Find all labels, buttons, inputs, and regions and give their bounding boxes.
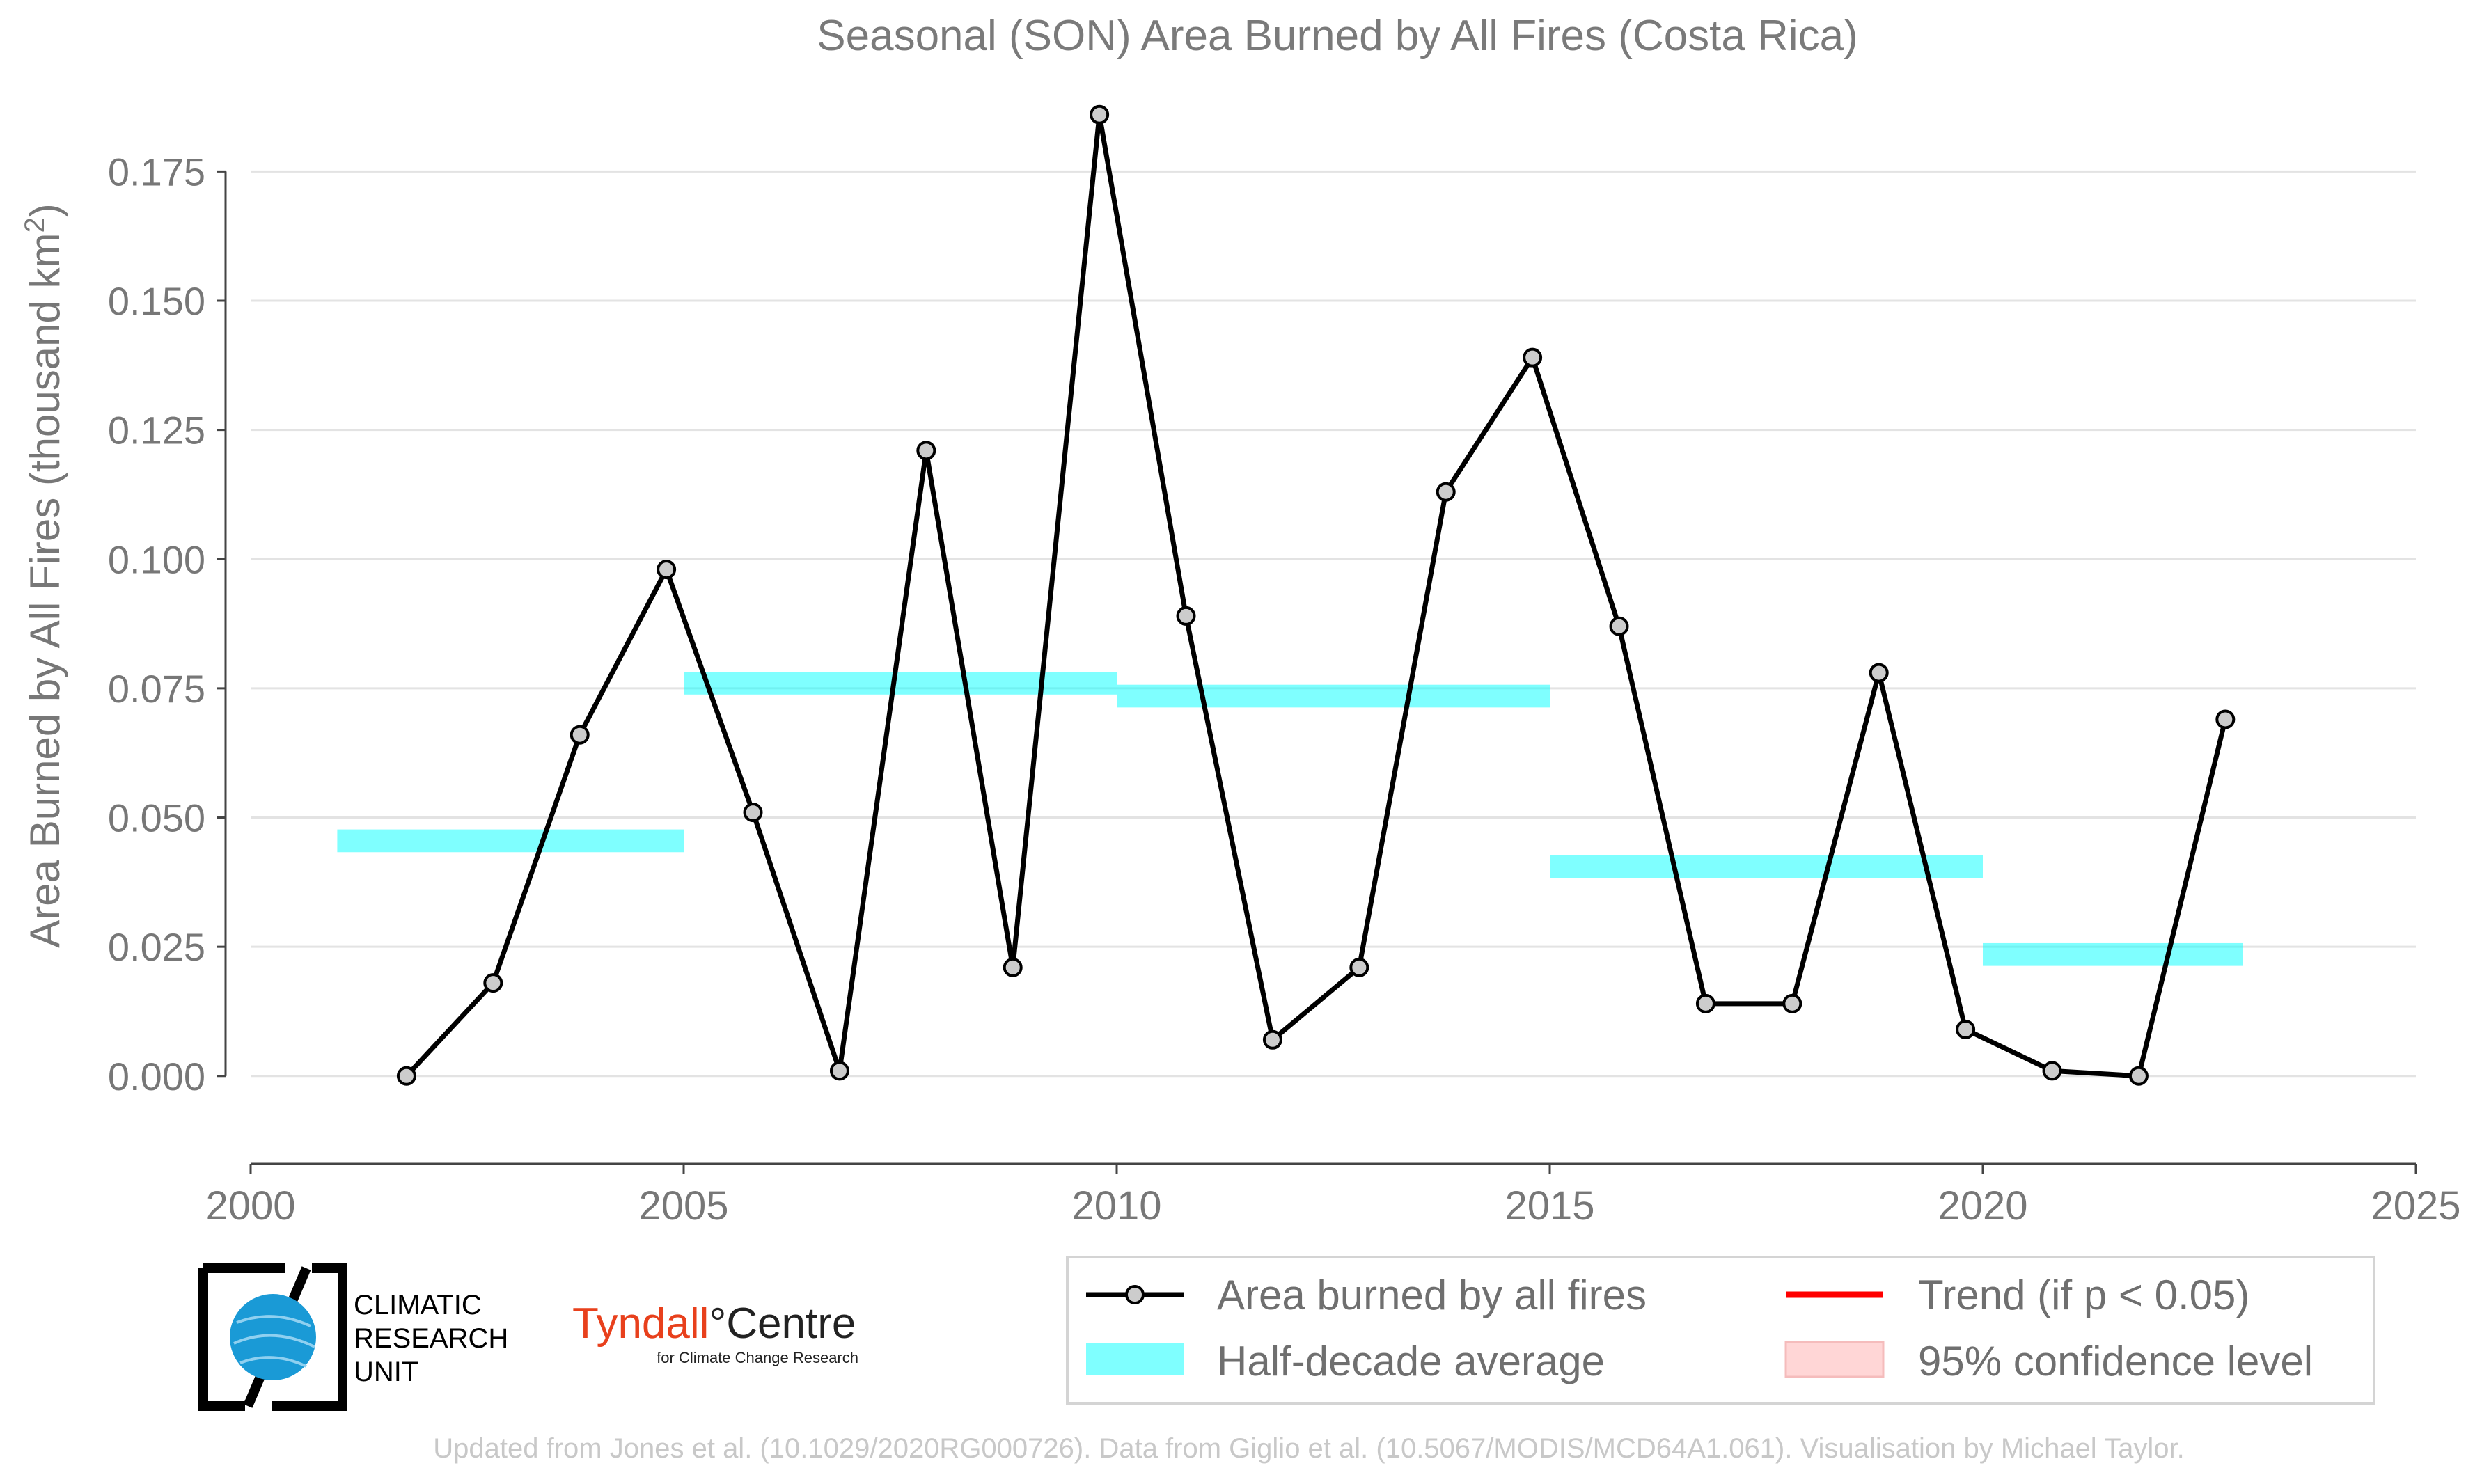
data-point-1 [483, 973, 503, 993]
y-tick-label-7: 0.175 [108, 150, 205, 194]
data-point-12 [1436, 482, 1456, 502]
data-point-9 [1176, 606, 1196, 626]
data-point-7 [1003, 957, 1023, 977]
tick-labels: 0.000 0.025 0.050 0.075 0.100 0.125 0.150 0.175… [108, 150, 2461, 1229]
legend-box [1066, 1256, 2375, 1405]
y-axis-label: Area Burned by All Fires (thousand km2) [19, 203, 68, 947]
y-axis-label-main: Area Burned by All Fires (thousand km [22, 233, 68, 948]
half-decade-band-2 [1117, 684, 1550, 708]
data-point-17 [1869, 663, 1889, 683]
data-point-21 [2215, 709, 2236, 729]
y-tick-label-5: 0.125 [108, 409, 205, 452]
legend-swatch-marker [1125, 1285, 1145, 1304]
x-tick-label-0: 2000 [205, 1183, 295, 1229]
data-point-19 [2042, 1061, 2062, 1081]
chart-title: Seasonal (SON) Area Burned by All Fires … [817, 12, 1857, 60]
y-tick-label-2: 0.050 [108, 796, 205, 840]
tyndall-subtitle: for Climate Change Research [657, 1349, 858, 1366]
data-point-15 [1695, 993, 1715, 1013]
x-tick-label-1: 2005 [638, 1183, 728, 1229]
half-decade-bands [337, 672, 2243, 966]
tyndall-wordmark: Tyndall°Centre [572, 1300, 856, 1348]
legend-swatch-half-decade [1086, 1343, 1184, 1375]
cru-logo: CLIMATIC RESEARCH UNIT [198, 1263, 508, 1411]
x-tick-label-3: 2015 [1505, 1183, 1594, 1229]
axes [217, 170, 2417, 1174]
tyndall-centre: Centre [726, 1300, 856, 1348]
x-tick-label-4: 2020 [1938, 1183, 2027, 1229]
data-point-20 [2128, 1066, 2149, 1086]
data-point-13 [1523, 347, 1543, 368]
y-tick-label-6: 0.150 [108, 279, 205, 323]
half-decade-band-0 [337, 829, 684, 853]
series-line-area-burned [404, 112, 2228, 1079]
data-point-8 [1090, 104, 1110, 125]
x-tick-label-2: 2010 [1071, 1183, 1161, 1229]
legend-swatch-confidence [1784, 1341, 1885, 1378]
tyndall-logo: Tyndall°Centre for Climate Change Resear… [572, 1300, 858, 1366]
legend-label-trend: Trend (if p < 0.05) [1918, 1272, 2249, 1318]
data-point-2 [570, 725, 590, 745]
data-point-16 [1782, 993, 1802, 1013]
series-area-burned [396, 104, 2236, 1086]
cru-logo-frame [198, 1263, 347, 1411]
legend: Area burned by all fires Trend (if p < 0… [1066, 1256, 2375, 1405]
half-decade-band-1 [684, 672, 1117, 695]
data-point-5 [829, 1061, 849, 1081]
half-decade-band-4 [1983, 942, 2243, 966]
gridlines [251, 170, 2416, 1078]
legend-label-area-burned: Area burned by all fires [1217, 1272, 1647, 1318]
x-tick-label-5: 2025 [2371, 1183, 2460, 1229]
tyndall-degree: ° [709, 1300, 726, 1348]
y-axis-label-superscript: 2 [19, 217, 50, 232]
credit-line: Updated from Jones et al. (10.1029/2020R… [433, 1433, 2184, 1464]
data-point-10 [1262, 1029, 1282, 1050]
cru-line-3: UNIT [354, 1357, 418, 1387]
globe-wave-2 [233, 1334, 315, 1348]
legend-label-half-decade: Half-decade average [1217, 1338, 1605, 1384]
y-tick-label-1: 0.025 [108, 925, 205, 969]
data-point-0 [396, 1066, 416, 1086]
globe-icon [230, 1294, 316, 1380]
data-point-4 [743, 803, 763, 823]
data-point-18 [1956, 1019, 1976, 1039]
data-point-11 [1349, 957, 1369, 977]
data-point-6 [916, 441, 936, 461]
globe-wave-1 [236, 1315, 311, 1327]
y-tick-label-0: 0.000 [108, 1055, 205, 1098]
y-axis-label-end: ) [22, 203, 68, 217]
tyndall-name: Tyndall [572, 1300, 709, 1348]
cru-line-1: CLIMATIC [354, 1290, 482, 1320]
half-decade-band-3 [1550, 855, 1983, 878]
legend-label-confidence: 95% confidence level [1918, 1338, 2313, 1384]
globe-wave-3 [239, 1356, 307, 1368]
cru-line-2: RESEARCH [354, 1323, 508, 1354]
y-tick-label-4: 0.100 [108, 537, 205, 581]
y-tick-label-3: 0.075 [108, 667, 205, 711]
data-point-14 [1609, 616, 1629, 636]
data-point-3 [657, 560, 677, 580]
